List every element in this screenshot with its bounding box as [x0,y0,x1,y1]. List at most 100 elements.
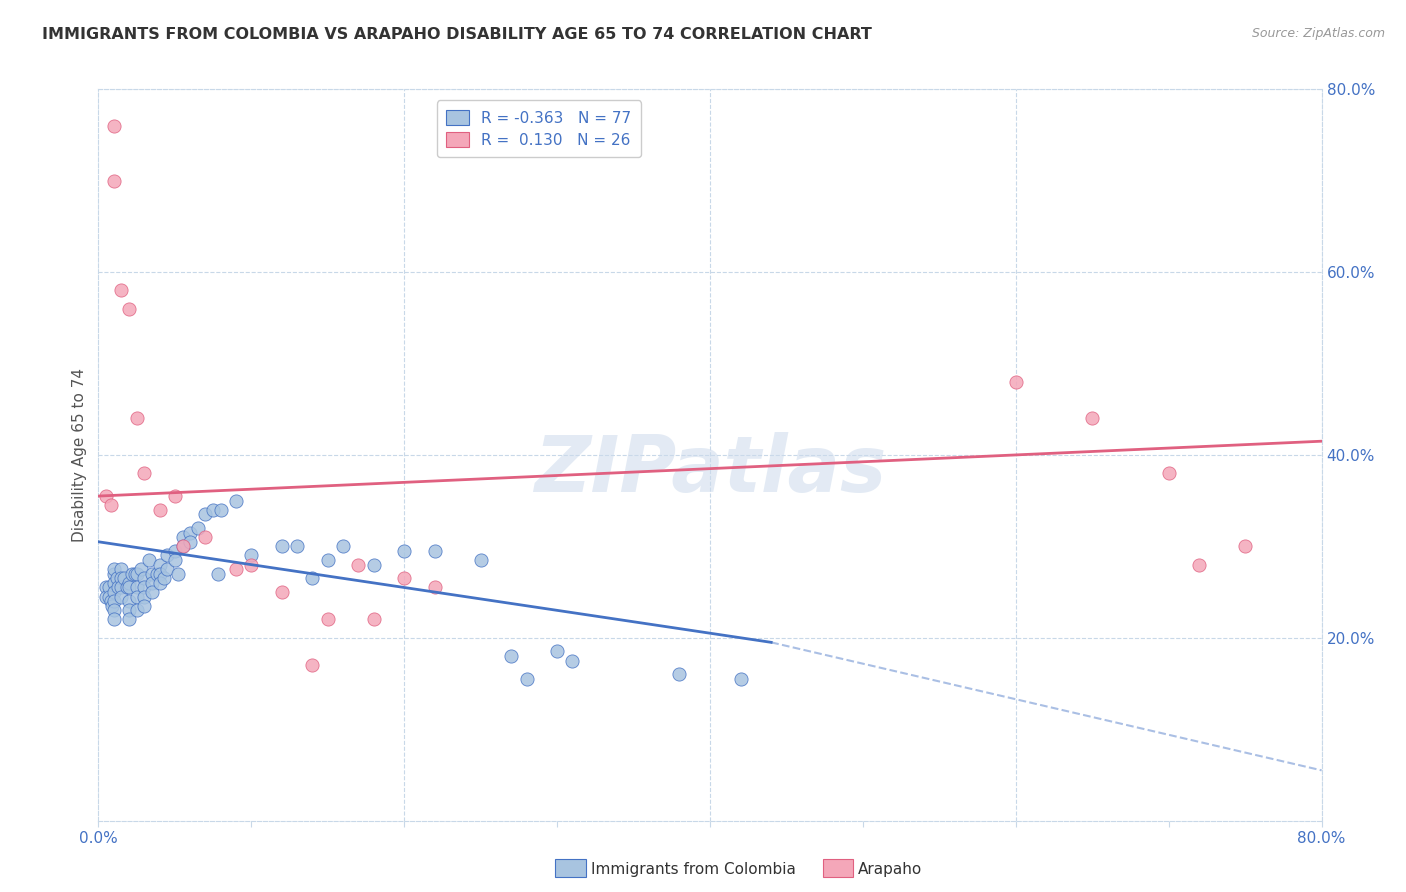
Point [316,613,339,627]
Point [94,489,117,503]
Point [316,553,339,567]
Point [103,174,125,188]
Point [156,562,179,576]
Point [301,571,323,585]
Point [179,534,201,549]
Point [501,649,523,664]
Point [118,594,141,608]
Point [149,558,172,572]
Point [167,566,190,581]
Point [668,667,690,681]
Point [225,493,247,508]
Point [270,539,292,553]
Point [103,566,125,581]
Text: Arapaho: Arapaho [858,863,922,877]
Point [101,599,124,613]
Point [124,566,146,581]
Point [1081,411,1104,425]
Point [301,658,323,673]
Point [240,558,263,572]
Point [103,603,125,617]
Point [172,539,194,553]
Point [134,590,156,604]
Text: Immigrants from Colombia: Immigrants from Colombia [591,863,796,877]
Point [209,502,232,516]
Point [134,581,156,595]
Point [1188,558,1211,572]
Point [363,558,385,572]
Point [332,539,354,553]
Point [125,603,148,617]
Point [103,613,125,627]
Point [516,672,538,686]
Point [110,581,132,595]
Point [125,566,148,581]
Point [363,613,385,627]
Point [94,590,117,604]
Point [225,562,247,576]
Legend: R = -0.363   N = 77, R =  0.130   N = 26: R = -0.363 N = 77, R = 0.130 N = 26 [437,101,641,157]
Point [153,571,176,585]
Point [172,530,194,544]
Point [730,672,752,686]
Point [270,585,292,599]
Point [163,544,186,558]
Point [392,544,416,558]
Point [118,301,141,316]
Point [118,603,141,617]
Point [240,549,263,563]
Y-axis label: Disability Age 65 to 74: Disability Age 65 to 74 [72,368,87,542]
Point [134,466,156,480]
Point [145,566,167,581]
Point [117,581,139,595]
Point [1234,539,1257,553]
Point [103,585,125,599]
Point [103,594,125,608]
Point [194,530,217,544]
Point [110,562,132,576]
Point [125,581,148,595]
Point [179,525,201,540]
Point [100,498,122,512]
Point [187,521,209,535]
Point [392,571,416,585]
Point [134,571,156,585]
Point [1157,466,1180,480]
Point [125,411,148,425]
Point [110,590,132,604]
Point [141,566,163,581]
Text: IMMIGRANTS FROM COLOMBIA VS ARAPAHO DISABILITY AGE 65 TO 74 CORRELATION CHART: IMMIGRANTS FROM COLOMBIA VS ARAPAHO DISA… [42,27,872,42]
Point [546,644,568,658]
Point [141,576,163,591]
Point [103,576,125,591]
Point [423,544,446,558]
Point [121,566,143,581]
Point [118,613,141,627]
Point [149,502,172,516]
Point [423,581,446,595]
Point [207,566,229,581]
Point [149,576,172,591]
Point [149,566,172,581]
Point [118,576,141,591]
Point [103,119,125,133]
Point [194,508,217,522]
Point [110,571,132,585]
Point [202,502,225,516]
Point [138,553,160,567]
Point [163,553,186,567]
Point [125,590,148,604]
Point [172,539,194,553]
Point [100,594,122,608]
Point [156,549,179,563]
Point [163,489,186,503]
Point [347,558,370,572]
Point [285,539,308,553]
Point [105,571,128,585]
Text: Source: ZipAtlas.com: Source: ZipAtlas.com [1251,27,1385,40]
Point [141,585,163,599]
Point [470,553,492,567]
Point [1004,375,1026,389]
Point [118,581,141,595]
Point [107,581,129,595]
